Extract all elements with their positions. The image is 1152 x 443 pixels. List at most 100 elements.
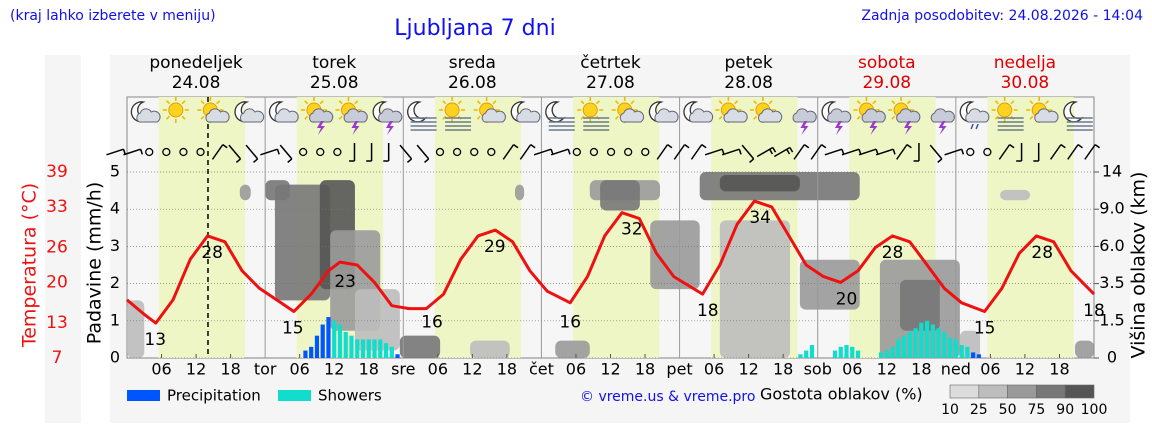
wind-shaft: [773, 146, 791, 158]
wind-feather: [858, 148, 862, 155]
wind-barb: [228, 144, 242, 163]
lightning: [869, 121, 878, 135]
wind-shaft: [399, 144, 413, 160]
x-tick-label: čet: [529, 360, 554, 379]
wind-barb: [690, 144, 707, 160]
wind-barb: [533, 148, 554, 156]
x-tick-label: pet: [666, 360, 692, 379]
temp-axis-title: Temperatura (°C): [19, 183, 41, 348]
precip-bar: [930, 324, 935, 358]
cloud: [239, 108, 265, 123]
precip-bar: [976, 354, 981, 358]
temp-tick-label: 33: [46, 197, 68, 217]
wind-feather: [892, 148, 896, 155]
sun-ray: [580, 100, 585, 105]
wind-shaft: [721, 148, 740, 156]
density-legend-title: Gostota oblakov (%): [760, 385, 923, 404]
sun-ray: [891, 100, 896, 105]
weather-icon: [792, 108, 817, 135]
cloud: [274, 108, 299, 123]
wind-barb: [673, 144, 690, 160]
precip-bar: [378, 339, 383, 358]
sun-ray: [338, 100, 343, 105]
weather-icon: [715, 97, 748, 123]
temp-label: 28: [882, 243, 904, 263]
y2-tick-label: 14: [1102, 162, 1122, 181]
legend-swatch: [127, 390, 160, 401]
sun-ray: [856, 115, 861, 120]
temp-label: 15: [974, 319, 996, 339]
day-name: četrtek: [580, 53, 641, 73]
wind-barb: [383, 143, 390, 162]
wind-calm: [487, 147, 496, 157]
precip-bar: [389, 346, 394, 358]
precip-bar: [303, 350, 308, 358]
density-level: 10: [941, 402, 959, 418]
sun: [168, 102, 184, 118]
wind-barb: [841, 148, 862, 156]
wind-barb: [260, 148, 280, 156]
cloud: [792, 108, 817, 123]
cloud: [205, 108, 230, 123]
weather-icon: [439, 97, 472, 131]
wind-barb: [721, 148, 742, 156]
cloud-cell: [719, 220, 791, 358]
cloud-cell: [470, 340, 510, 358]
wind-shaft: [1084, 144, 1096, 160]
precip-bar: [337, 324, 343, 358]
wind-feather: [841, 148, 845, 155]
wind-barb: [1050, 144, 1066, 160]
wind-barb: [1067, 144, 1083, 160]
day-date: 26.08: [448, 73, 497, 93]
sun-ray: [442, 115, 447, 120]
moon: [1063, 101, 1084, 123]
wind-feather: [701, 144, 707, 149]
temp-tick-label: 39: [46, 162, 68, 182]
daylight-band: [987, 97, 1074, 358]
precip-bar: [844, 344, 849, 358]
weather-icon: [545, 101, 575, 131]
cloud-cell: [354, 289, 400, 351]
wind-calm: [162, 147, 171, 157]
wind-shaft: [106, 148, 124, 156]
cloud: [723, 108, 748, 123]
sun-ray: [891, 115, 896, 120]
precip-bar: [360, 339, 366, 358]
temp-label: 29: [484, 237, 506, 257]
x-tick-label: 12: [877, 360, 897, 379]
cloud: [481, 108, 506, 123]
sun: [997, 102, 1013, 118]
x-tick-label: 12: [462, 360, 482, 379]
moon: [545, 101, 566, 123]
temp-tick-label: 26: [46, 238, 68, 258]
wind-barb: [810, 144, 827, 160]
precip-bar: [913, 328, 918, 358]
day-date: 24.08: [172, 73, 221, 93]
wind-shaft: [502, 144, 515, 160]
cloud: [343, 108, 368, 123]
wind-feather: [821, 144, 827, 149]
wind-calm: [435, 147, 445, 157]
sun-ray: [200, 115, 205, 120]
x-tick-label: 18: [220, 360, 240, 379]
temp-label: 15: [282, 319, 304, 339]
wind-feather: [667, 144, 673, 149]
wind-shaft: [245, 144, 259, 160]
wind-calm: [589, 147, 599, 157]
sun-ray: [753, 100, 758, 105]
rain: [975, 123, 979, 130]
weather-icon: [1063, 101, 1093, 131]
y2-tick-label: 6.0: [1099, 236, 1124, 255]
cloud-cell: [1000, 189, 1031, 201]
temp-label: 13: [144, 330, 166, 350]
weather-icon: [959, 101, 990, 130]
lightning: [316, 121, 325, 135]
day-date: 27.08: [586, 73, 635, 93]
sun-ray: [166, 100, 171, 105]
sun-ray: [906, 100, 911, 105]
wind-shaft: [1050, 144, 1062, 160]
x-tick-label: 12: [738, 360, 758, 379]
precip-bar: [959, 344, 964, 358]
lightning: [938, 121, 947, 135]
wind-calm: [145, 147, 154, 157]
